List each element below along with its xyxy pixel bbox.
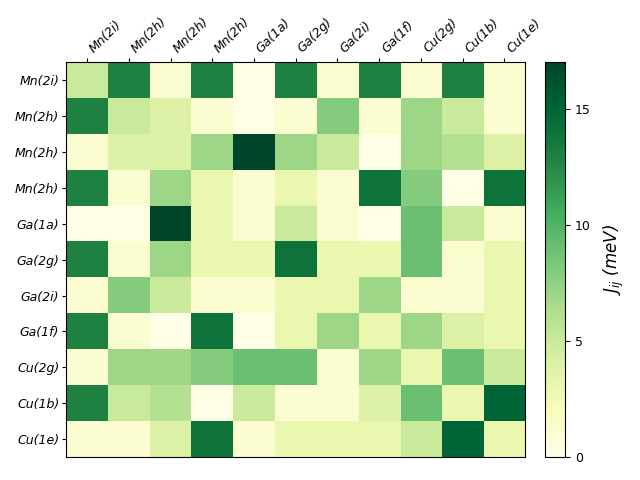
Y-axis label: $J_{ij}$ (meV): $J_{ij}$ (meV)	[602, 224, 626, 295]
